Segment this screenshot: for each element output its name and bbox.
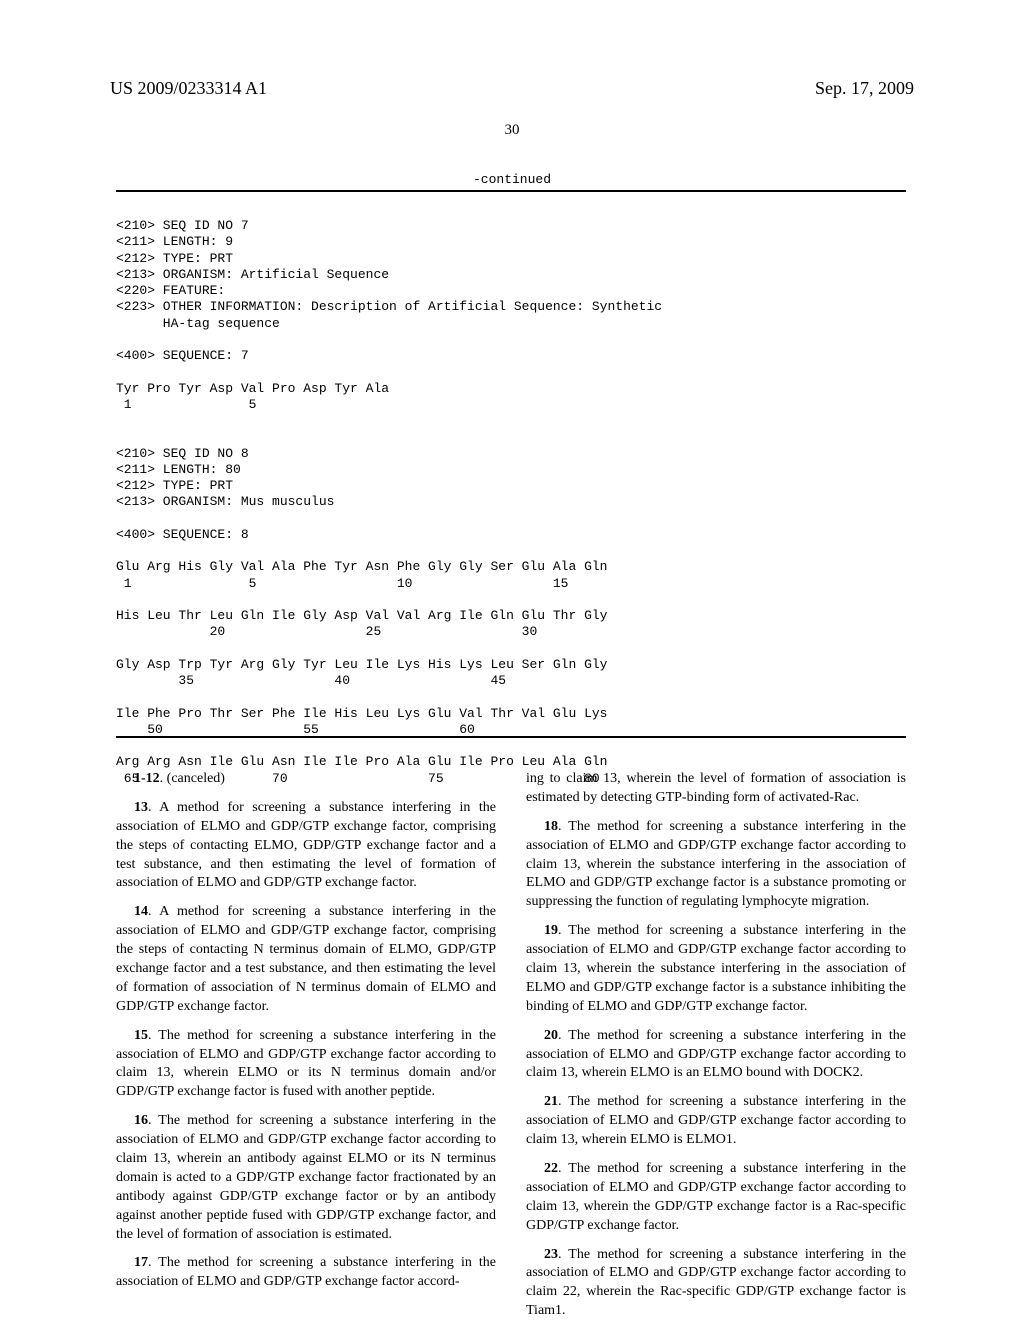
seq7-line: <223> OTHER INFORMATION: Description of … bbox=[116, 299, 662, 314]
claim-text: . The method for screening a substance i… bbox=[526, 1161, 906, 1233]
claim-number: 23 bbox=[544, 1247, 558, 1262]
rule-bottom bbox=[116, 736, 906, 738]
claim-23: 23. The method for screening a substance… bbox=[526, 1246, 906, 1322]
seq8-line: Ile Phe Pro Thr Ser Phe Ile His Leu Lys … bbox=[116, 706, 607, 721]
claim-number: 14 bbox=[134, 904, 148, 919]
claim-text: . The method for screening a substance i… bbox=[526, 923, 906, 1014]
seq8-line: <400> SEQUENCE: 8 bbox=[116, 527, 249, 542]
claim-text: . The method for screening a substance i… bbox=[526, 1094, 906, 1147]
claim-number: 21 bbox=[544, 1094, 558, 1109]
claim-13: 13. A method for screening a substance i… bbox=[116, 799, 496, 893]
claim-text: . (canceled) bbox=[160, 771, 225, 786]
claims-column-right: ing to claim 13, wherein the level of fo… bbox=[526, 770, 906, 1331]
seq7-line: <400> SEQUENCE: 7 bbox=[116, 348, 249, 363]
seq7-line: <212> TYPE: PRT bbox=[116, 251, 233, 266]
sequence-listing: <210> SEQ ID NO 7 <211> LENGTH: 9 <212> … bbox=[116, 218, 906, 787]
seq8-line: 50 55 60 bbox=[116, 722, 475, 737]
claim-21: 21. The method for screening a substance… bbox=[526, 1093, 906, 1150]
claim-17-part2: ing to claim 13, wherein the level of fo… bbox=[526, 770, 906, 808]
seq7-line: Tyr Pro Tyr Asp Val Pro Asp Tyr Ala bbox=[116, 381, 389, 396]
seq7-line: <220> FEATURE: bbox=[116, 283, 225, 298]
seq8-line: Arg Arg Asn Ile Glu Asn Ile Ile Pro Ala … bbox=[116, 754, 607, 769]
claim-number: 16 bbox=[134, 1113, 148, 1128]
seq8-line: <213> ORGANISM: Mus musculus bbox=[116, 494, 334, 509]
claim-text: . A method for screening a substance int… bbox=[116, 800, 496, 891]
seq7-line: <211> LENGTH: 9 bbox=[116, 234, 233, 249]
page-header: US 2009/0233314 A1 Sep. 17, 2009 bbox=[0, 78, 1024, 99]
seq8-line: Gly Asp Trp Tyr Arg Gly Tyr Leu Ile Lys … bbox=[116, 657, 607, 672]
claim-number: 20 bbox=[544, 1028, 558, 1043]
rule-top bbox=[116, 190, 906, 192]
claim-text: ing to claim 13, wherein the level of fo… bbox=[526, 771, 906, 805]
claim-14: 14. A method for screening a substance i… bbox=[116, 903, 496, 1016]
seq7-line: <213> ORGANISM: Artificial Sequence bbox=[116, 267, 389, 282]
claim-text: . The method for screening a substance i… bbox=[526, 819, 906, 910]
claim-1-12: 1-12. (canceled) bbox=[116, 770, 496, 789]
continued-label: -continued bbox=[473, 172, 551, 187]
claim-number: 17 bbox=[134, 1255, 148, 1270]
claim-text: . The method for screening a substance i… bbox=[116, 1255, 496, 1289]
seq8-line: <210> SEQ ID NO 8 bbox=[116, 446, 249, 461]
seq8-line: 1 5 10 15 bbox=[116, 576, 568, 591]
seq8-line: Glu Arg His Gly Val Ala Phe Tyr Asn Phe … bbox=[116, 559, 607, 574]
seq7-line: 1 5 bbox=[116, 397, 256, 412]
claim-number: 1-12 bbox=[134, 771, 160, 786]
claim-17-part1: 17. The method for screening a substance… bbox=[116, 1254, 496, 1292]
claim-15: 15. The method for screening a substance… bbox=[116, 1027, 496, 1103]
claim-text: . The method for screening a substance i… bbox=[116, 1113, 496, 1241]
claim-text: . The method for screening a substance i… bbox=[116, 1028, 496, 1100]
seq8-line: His Leu Thr Leu Gln Ile Gly Asp Val Val … bbox=[116, 608, 607, 623]
claim-18: 18. The method for screening a substance… bbox=[526, 818, 906, 912]
seq8-line: 35 40 45 bbox=[116, 673, 506, 688]
claim-19: 19. The method for screening a substance… bbox=[526, 922, 906, 1016]
page-number: 30 bbox=[505, 122, 520, 139]
claim-text: . A method for screening a substance int… bbox=[116, 904, 496, 1013]
claims-section: 1-12. (canceled) 13. A method for screen… bbox=[116, 770, 906, 1331]
claim-16: 16. The method for screening a substance… bbox=[116, 1112, 496, 1244]
claim-22: 22. The method for screening a substance… bbox=[526, 1160, 906, 1236]
seq7-line: HA-tag sequence bbox=[116, 316, 280, 331]
claim-number: 18 bbox=[544, 819, 558, 834]
claim-20: 20. The method for screening a substance… bbox=[526, 1027, 906, 1084]
seq7-line: <210> SEQ ID NO 7 bbox=[116, 218, 249, 233]
claims-column-left: 1-12. (canceled) 13. A method for screen… bbox=[116, 770, 496, 1331]
claim-number: 13 bbox=[134, 800, 148, 815]
claim-text: . The method for screening a substance i… bbox=[526, 1247, 906, 1319]
publication-date: Sep. 17, 2009 bbox=[815, 78, 914, 99]
claim-number: 22 bbox=[544, 1161, 558, 1176]
seq8-line: 20 25 30 bbox=[116, 624, 537, 639]
claim-number: 19 bbox=[544, 923, 558, 938]
claim-text: . The method for screening a substance i… bbox=[526, 1028, 906, 1081]
seq8-line: <211> LENGTH: 80 bbox=[116, 462, 241, 477]
publication-number: US 2009/0233314 A1 bbox=[110, 78, 267, 99]
claim-number: 15 bbox=[134, 1028, 148, 1043]
seq8-line: <212> TYPE: PRT bbox=[116, 478, 233, 493]
